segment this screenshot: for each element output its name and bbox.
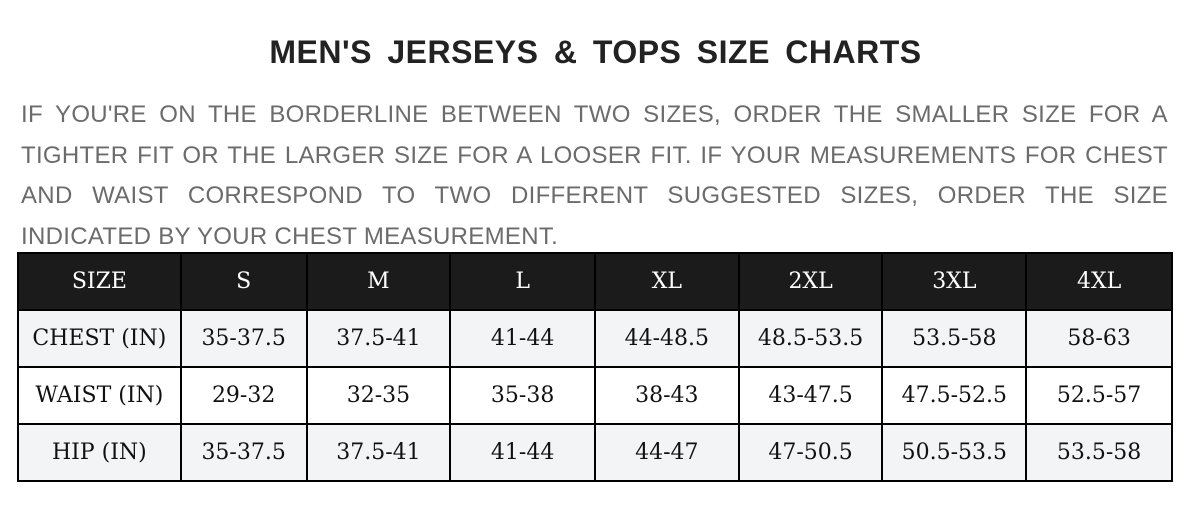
table-cell: 53.5-58 — [881, 309, 1028, 368]
header-cell: M — [305, 252, 452, 311]
header-cell: XL — [593, 252, 740, 311]
table-cell: 47-50.5 — [737, 423, 884, 482]
header-cell: L — [449, 252, 596, 311]
header-cell: 4XL — [1025, 252, 1173, 311]
table-cell: 32-35 — [305, 366, 452, 425]
table-cell: 38-43 — [593, 366, 740, 425]
table-cell: 35-38 — [449, 366, 596, 425]
page-title: MEN'S JERSEYS & TOPS SIZE CHARTS — [269, 34, 922, 70]
table-cell: 41-44 — [449, 423, 596, 482]
table-cell: 41-44 — [449, 309, 596, 368]
table-cell: 29-32 — [179, 366, 308, 425]
header-cell: 3XL — [881, 252, 1028, 311]
header-cell: SIZE — [17, 252, 182, 311]
table-cell: 35-37.5 — [179, 423, 308, 482]
table-cell: 43-47.5 — [737, 366, 884, 425]
table-row: HIP (IN) 35-37.5 37.5-41 41-44 44-47 47-50.5 5… — [17, 423, 1173, 482]
table-cell: 37.5-41 — [305, 423, 452, 482]
header-cell: 2XL — [737, 252, 884, 311]
table-cell: 44-47 — [593, 423, 740, 482]
table-cell: 35-37.5 — [179, 309, 308, 368]
table-row: CHEST (IN) 35-37.5 37.5-41 41-44 44-48.5 48.5… — [17, 309, 1173, 368]
size-chart-table: SIZE S M L XL 2XL 3XL 4XL CHEST (IN) 35-37.5 37.5… — [17, 252, 1173, 482]
header-cell: S — [179, 252, 308, 311]
table-cell: 44-48.5 — [593, 309, 740, 368]
header-row: SIZE S M L XL 2XL 3XL 4XL — [17, 252, 1173, 311]
table-cell: 48.5-53.5 — [737, 309, 884, 368]
row-label: WAIST (IN) — [17, 366, 182, 425]
row-label: CHEST (IN) — [17, 309, 182, 368]
table-cell: 37.5-41 — [305, 309, 452, 368]
table-cell: 52.5-57 — [1025, 366, 1173, 425]
row-label: HIP (IN) — [17, 423, 182, 482]
table-cell: 58-63 — [1025, 309, 1173, 368]
table-cell: 53.5-58 — [1025, 423, 1173, 482]
size-advice-note: IF YOU'RE ON THE BORDERLINE BETWEEN TWO … — [21, 101, 1168, 250]
table-row: WAIST (IN) 29-32 32-35 35-38 38-43 43-47.5 47.… — [17, 366, 1173, 425]
table-cell: 47.5-52.5 — [881, 366, 1028, 425]
table-cell: 50.5-53.5 — [881, 423, 1028, 482]
